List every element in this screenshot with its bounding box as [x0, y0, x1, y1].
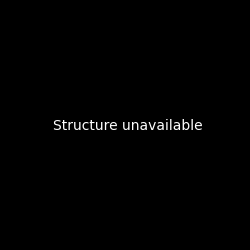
Text: Structure unavailable: Structure unavailable [53, 119, 203, 133]
